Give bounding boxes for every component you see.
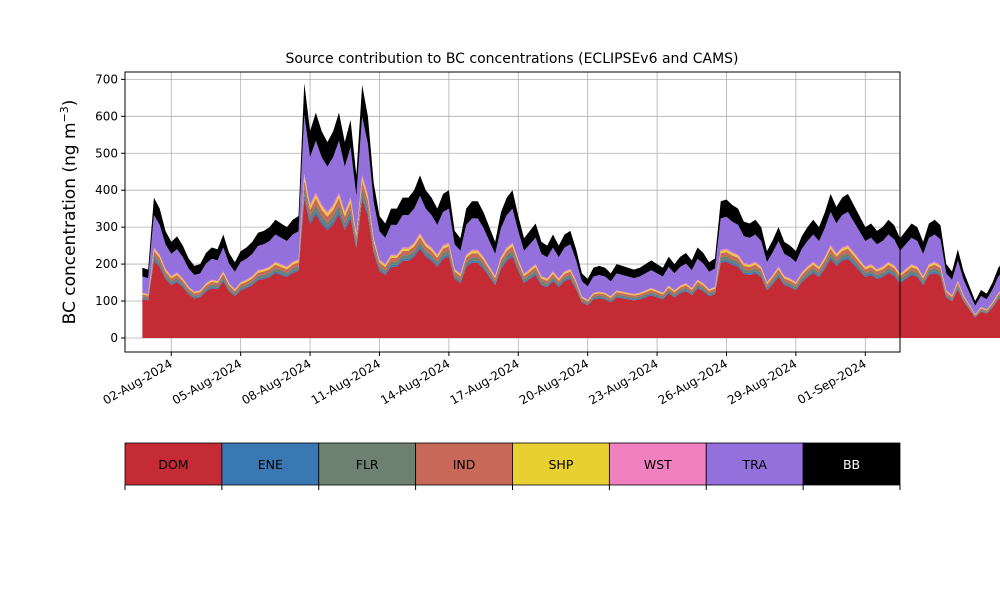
legend-colorbar: DOM ENE FLR IND SHP WST TRA BB	[124, 442, 901, 490]
legend-label-dom: DOM	[158, 457, 188, 472]
y-tick-label: 300	[95, 220, 118, 234]
x-tick-label: 26-Aug-2024	[656, 356, 730, 407]
y-axis-label: BC concentration (ng m−3)	[58, 100, 80, 325]
legend-swatch-ind	[415, 442, 513, 486]
x-tick-label: 02-Aug-2024	[101, 356, 175, 407]
y-axis: 0 100 200 300 400 500 600 700	[95, 72, 125, 345]
legend-swatch-shp	[512, 442, 610, 486]
legend-label-wst: WST	[644, 457, 672, 472]
y-axis-label-text: BC concentration (ng m	[60, 122, 80, 324]
y-tick-label: 200	[95, 257, 118, 271]
y-tick-label: 500	[95, 146, 118, 160]
x-axis: 02-Aug-202405-Aug-202408-Aug-202411-Aug-…	[101, 352, 869, 407]
area-series-dom	[142, 197, 1000, 338]
x-tick-label: 14-Aug-2024	[378, 356, 452, 407]
x-tick-label: 05-Aug-2024	[170, 356, 244, 407]
plot-frame	[124, 71, 901, 353]
area-series-group	[142, 83, 1000, 338]
y-tick-label: 100	[95, 294, 118, 308]
legend-swatch-wst	[608, 442, 707, 486]
legend-label-flr: FLR	[356, 457, 379, 472]
legend-swatch-dom	[124, 442, 223, 486]
legend-label-bb: BB	[843, 457, 860, 472]
legend-label-ind: IND	[453, 457, 476, 472]
legend-swatch-ene	[221, 442, 320, 486]
legend-label-shp: SHP	[549, 457, 574, 472]
x-tick-label: 17-Aug-2024	[448, 356, 522, 407]
area-series-tra	[142, 114, 1000, 315]
y-tick-label: 0	[110, 331, 118, 345]
legend-swatch-bb	[802, 442, 901, 486]
x-tick-label: 01-Sep-2024	[795, 356, 869, 407]
x-tick-label: 11-Aug-2024	[309, 356, 383, 407]
y-tick-label: 400	[95, 183, 118, 197]
chart-title: Source contribution to BC concentrations…	[285, 51, 738, 67]
area-series-bb	[142, 83, 1000, 306]
x-tick-label: 23-Aug-2024	[586, 356, 660, 407]
y-tick-label: 700	[95, 72, 118, 86]
legend-swatch-flr	[318, 442, 417, 486]
y-axis-label-close: )	[60, 100, 80, 107]
x-tick-label: 20-Aug-2024	[517, 356, 591, 407]
legend-label-ene: ENE	[258, 457, 283, 472]
legend-label-tra: TRA	[742, 457, 768, 472]
y-axis-label-exponent: −3	[58, 106, 71, 122]
x-tick-label: 29-Aug-2024	[725, 356, 799, 407]
x-tick-label: 08-Aug-2024	[239, 356, 313, 407]
y-tick-label: 600	[95, 109, 118, 123]
